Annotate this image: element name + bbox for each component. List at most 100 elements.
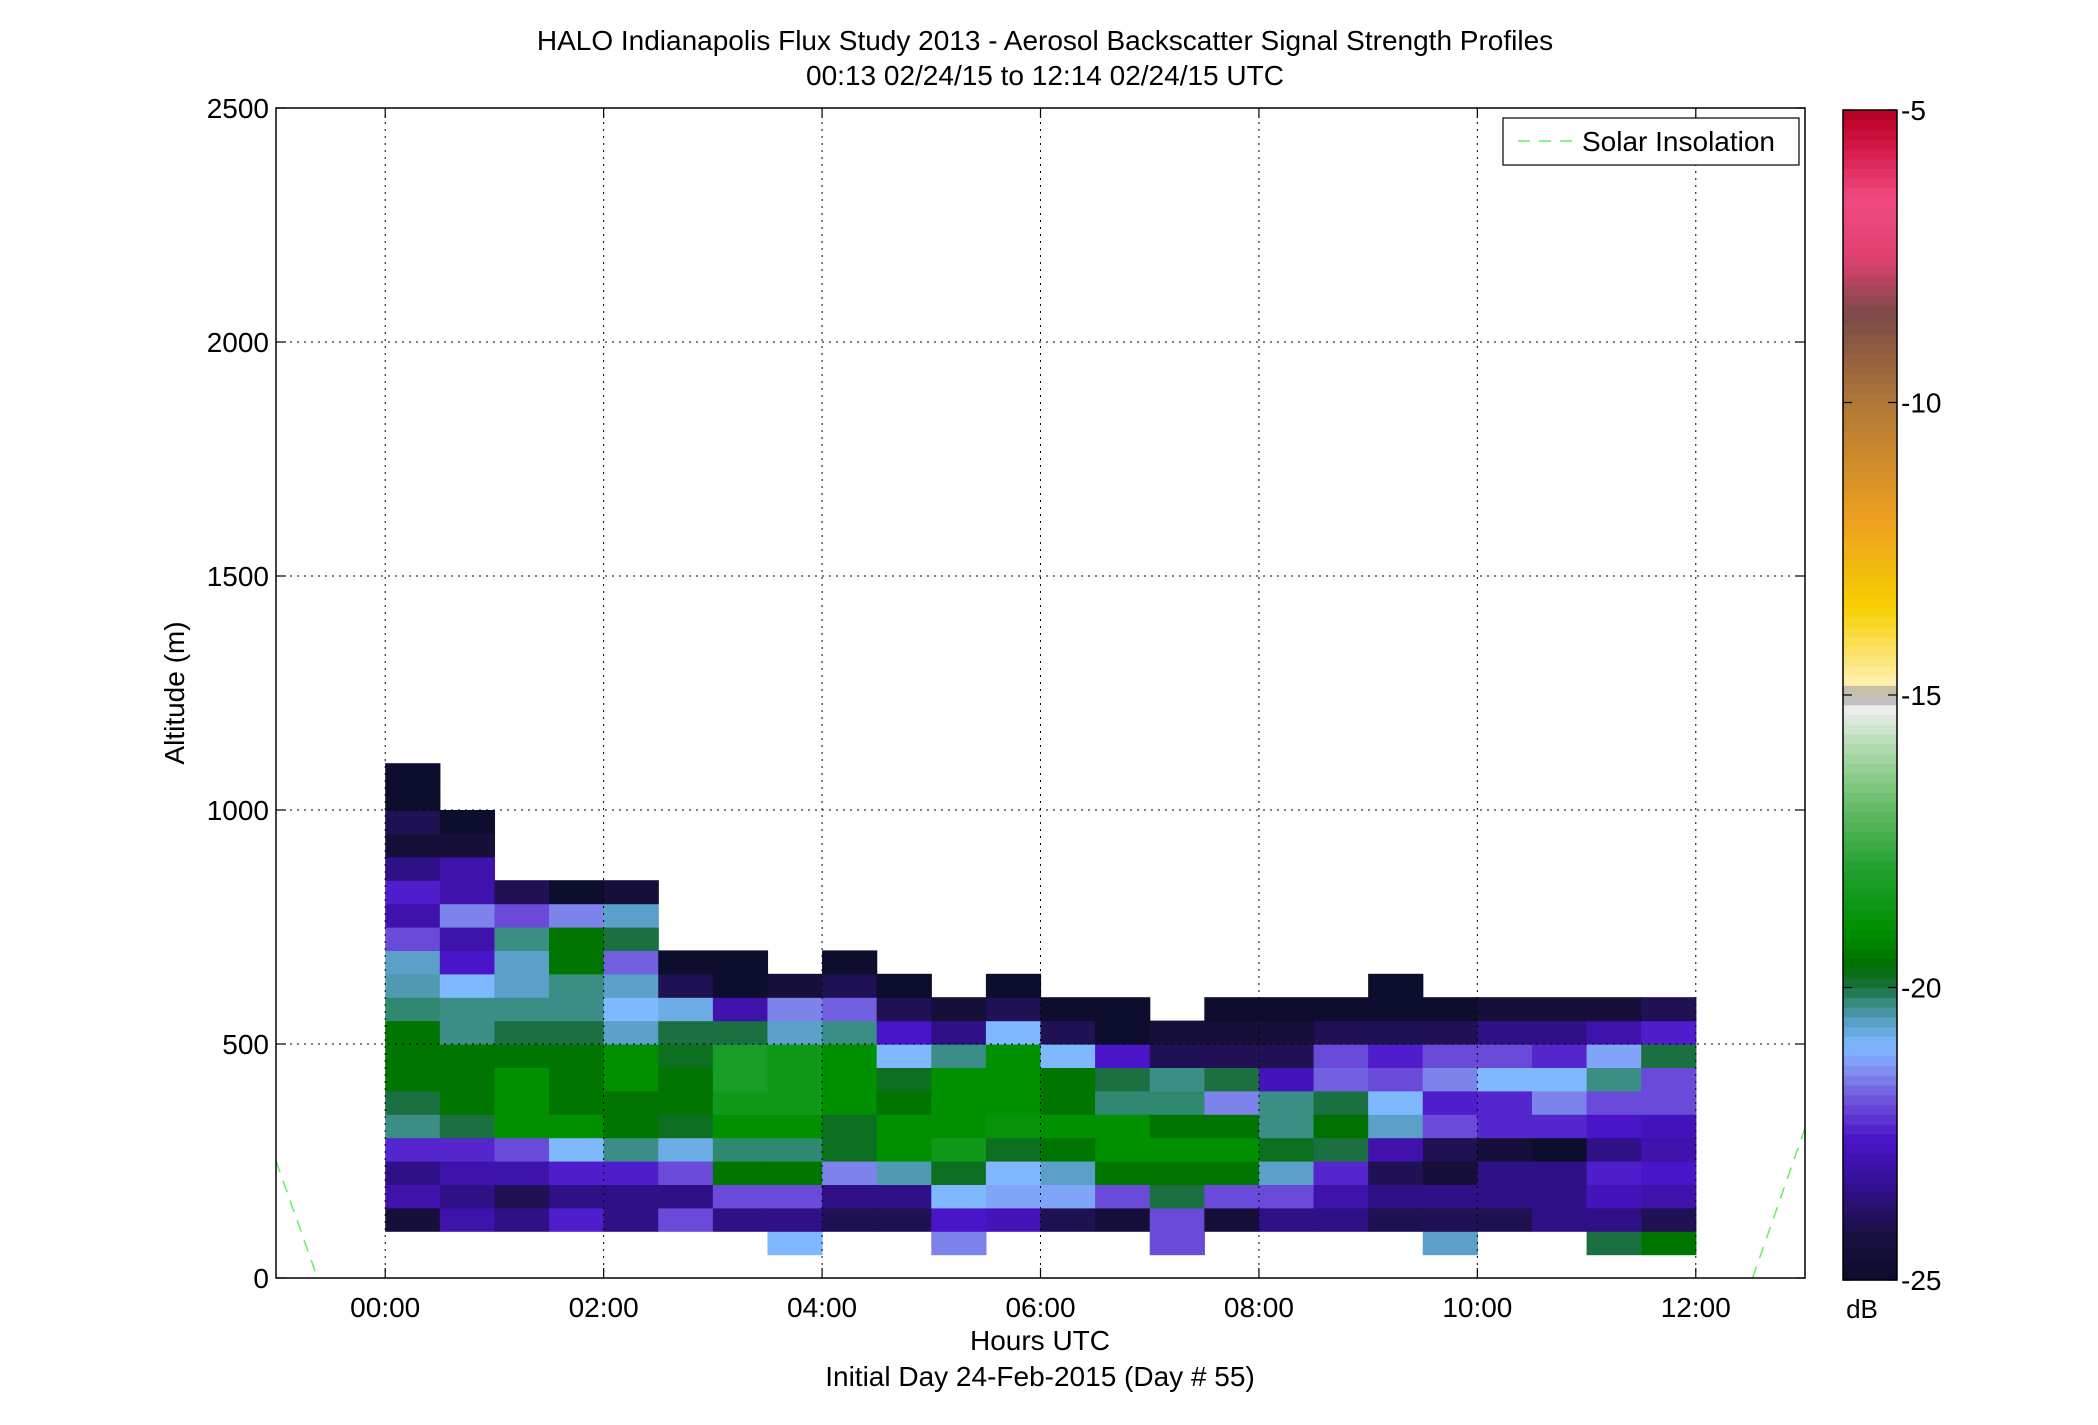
heatmap-cell	[1149, 1044, 1205, 1068]
colorbar-band	[1843, 168, 1897, 179]
colorbar-band	[1843, 178, 1897, 189]
solar-insolation-line	[1751, 1127, 1806, 1279]
colorbar-band	[1843, 1026, 1897, 1037]
colorbar-band	[1843, 548, 1897, 560]
heatmap-cell	[549, 880, 605, 905]
heatmap-cell	[1204, 1090, 1260, 1115]
heatmap-cell	[1477, 1020, 1533, 1045]
heatmap-cell	[1258, 1184, 1315, 1209]
x-tick-label: 10:00	[1442, 1292, 1512, 1323]
heatmap-cell	[1149, 1067, 1205, 1092]
colorbar-band	[1843, 1192, 1897, 1203]
heatmap-cell	[1422, 1090, 1478, 1115]
heatmap-cell	[1477, 1090, 1533, 1115]
heatmap-cell	[549, 1044, 605, 1068]
heatmap-cells	[385, 763, 1697, 1256]
colorbar-band	[1843, 1094, 1897, 1106]
colorbar-band	[1843, 977, 1897, 989]
heatmap-cell	[931, 1231, 987, 1256]
heatmap-cell	[1368, 1114, 1424, 1139]
colorbar-band	[1843, 831, 1897, 842]
colorbar-band	[1843, 1055, 1897, 1067]
heatmap-cell	[494, 1184, 550, 1209]
heatmap-cell	[1040, 1184, 1096, 1209]
heatmap-cell	[876, 1207, 932, 1232]
colorbar-unit-label: dB	[1846, 1294, 1878, 1324]
heatmap-cell	[822, 950, 878, 975]
heatmap-cell	[985, 1020, 1042, 1045]
heatmap-cell	[767, 1231, 823, 1256]
colorbar-band	[1843, 753, 1897, 764]
heatmap-cell	[1531, 997, 1588, 1022]
y-tick-label: 0	[253, 1263, 269, 1294]
heatmap-cell	[1477, 1044, 1533, 1068]
colorbar-band	[1843, 851, 1897, 862]
heatmap-cell	[985, 973, 1042, 998]
colorbar-band	[1843, 188, 1897, 199]
heatmap-cell	[439, 810, 496, 834]
colorbar-band	[1843, 256, 1897, 267]
heatmap-cell	[822, 1207, 878, 1232]
y-tick-label: 2000	[207, 327, 269, 358]
heatmap-cell	[985, 1184, 1042, 1209]
colorbar-band	[1843, 880, 1897, 891]
heatmap-cell	[1641, 1114, 1697, 1139]
colorbar-band	[1843, 812, 1897, 823]
heatmap-cell	[1258, 1067, 1315, 1092]
heatmap-cell	[1313, 1114, 1369, 1139]
heatmap-cell	[385, 927, 441, 951]
heatmap-cell	[822, 1184, 878, 1209]
heatmap-cell	[385, 856, 441, 881]
heatmap-cell	[385, 1020, 441, 1045]
heatmap-cell	[1313, 1184, 1369, 1209]
colorbar-band	[1843, 734, 1897, 745]
heatmap-cell	[1422, 1184, 1478, 1209]
colorbar-band	[1843, 1241, 1897, 1252]
heatmap-cell	[876, 1020, 932, 1045]
heatmap-cell	[439, 1114, 496, 1139]
heatmap-cell	[494, 1114, 550, 1139]
heatmap-cell	[1368, 1161, 1424, 1185]
colorbar-band	[1843, 412, 1897, 423]
heatmap-cell	[1586, 1020, 1642, 1045]
heatmap-cell	[931, 1090, 987, 1115]
y-tick-labels: 0 500 1000 1500 2000 2500	[207, 93, 269, 1294]
heatmap-cell	[1368, 1090, 1424, 1115]
heatmap-cell	[1258, 1137, 1315, 1162]
heatmap-cell	[876, 1090, 932, 1115]
heatmap-cell	[1368, 1044, 1424, 1068]
heatmap-cell	[985, 1090, 1042, 1115]
heatmap-cell	[1149, 1114, 1205, 1139]
colorbar-band	[1843, 695, 1897, 706]
colorbar-band	[1843, 422, 1897, 433]
colorbar-band	[1843, 539, 1897, 550]
heatmap-cell	[385, 973, 441, 998]
colorbar-band	[1843, 714, 1897, 725]
heatmap-cell	[712, 1044, 769, 1068]
heatmap-cell	[1531, 1137, 1588, 1162]
heatmap-cell	[1586, 1067, 1642, 1092]
heatmap-cell	[1040, 1020, 1096, 1045]
colorbar-gradient	[1843, 110, 1897, 1281]
heatmap-cell	[1204, 1207, 1260, 1232]
heatmap-cell	[1095, 1161, 1151, 1185]
heatmap-cell	[1204, 1020, 1260, 1045]
colorbar-band	[1843, 383, 1897, 394]
heatmap-cell	[876, 997, 932, 1022]
colorbar-band	[1843, 919, 1897, 930]
heatmap-cell	[1531, 1044, 1588, 1068]
heatmap-cell	[603, 1207, 659, 1232]
heatmap-cell	[385, 1044, 441, 1068]
x-tick-label: 12:00	[1661, 1292, 1731, 1323]
y-tick-label: 1000	[207, 795, 269, 826]
heatmap-cell	[1204, 1044, 1260, 1068]
colorbar-band	[1843, 1270, 1897, 1281]
heatmap-cell	[1422, 1044, 1478, 1068]
heatmap-cell	[1204, 997, 1260, 1022]
colorbar-band	[1843, 519, 1897, 530]
colorbar-band	[1843, 929, 1897, 940]
heatmap-cell	[712, 1161, 769, 1185]
heatmap-cell	[1313, 1067, 1369, 1092]
colorbar-band	[1843, 675, 1897, 686]
